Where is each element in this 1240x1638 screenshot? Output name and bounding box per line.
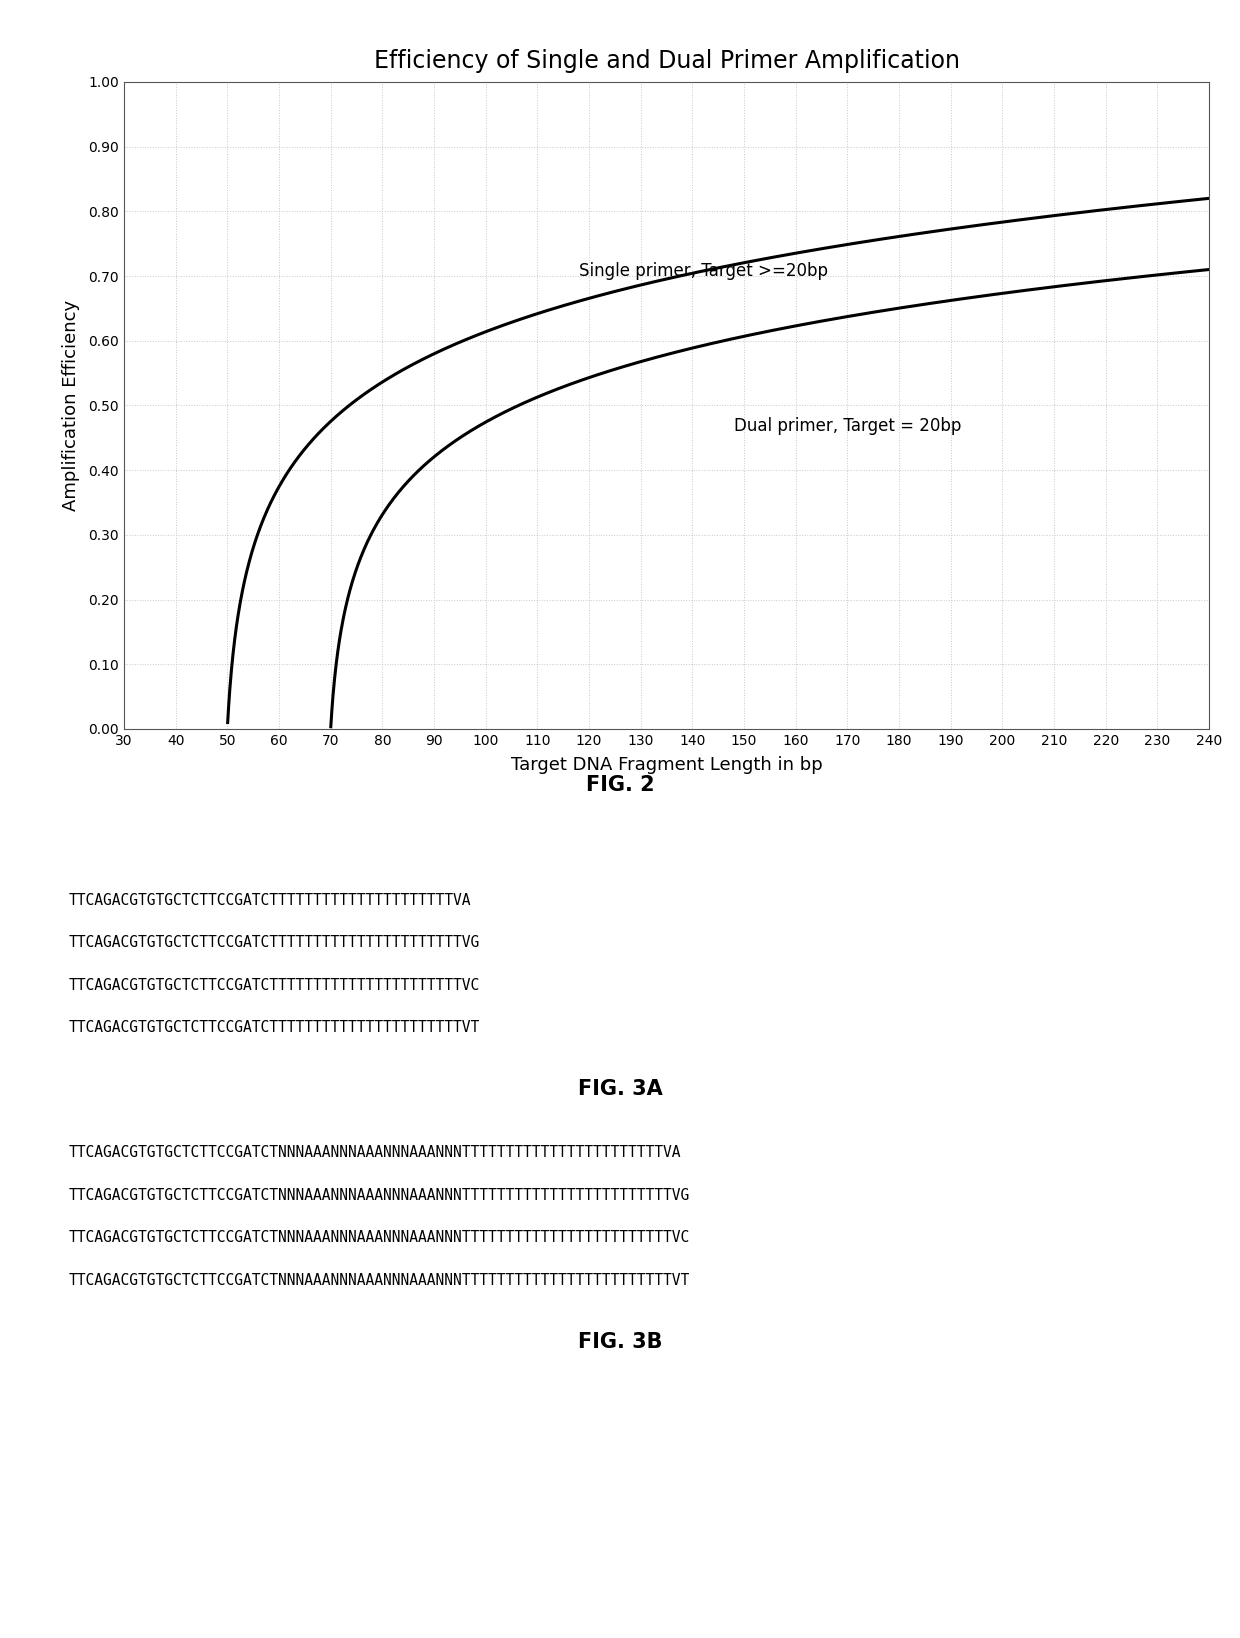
Text: FIG. 3A: FIG. 3A	[578, 1079, 662, 1099]
Text: TTCAGACGTGTGCTCTTCCGATCTNNNAAANNNAAANNNAAANNNTTTTTTTTTTTTTTTTTTTTTTTVA: TTCAGACGTGTGCTCTTCCGATCTNNNAAANNNAAANNNA…	[68, 1145, 681, 1160]
Text: TTCAGACGTGTGCTCTTCCGATCTNNNAAANNNAAANNNAAANNNTTTTTTTTTTTTTTTTTTTTTTTTVT: TTCAGACGTGTGCTCTTCCGATCTNNNAAANNNAAANNNA…	[68, 1273, 689, 1287]
Text: TTCAGACGTGTGCTCTTCCGATCTNNNAAANNNAAANNNAAANNNTTTTTTTTTTTTTTTTTTTTTTTTVC: TTCAGACGTGTGCTCTTCCGATCTNNNAAANNNAAANNNA…	[68, 1230, 689, 1245]
Y-axis label: Amplification Efficiency: Amplification Efficiency	[62, 300, 81, 511]
Text: TTCAGACGTGTGCTCTTCCGATCTTTTTTTTTTTTTTTTTTTTTTVT: TTCAGACGTGTGCTCTTCCGATCTTTTTTTTTTTTTTTTT…	[68, 1020, 480, 1035]
Text: FIG. 2: FIG. 2	[585, 775, 655, 794]
Text: TTCAGACGTGTGCTCTTCCGATCTTTTTTTTTTTTTTTTTTTTTTVC: TTCAGACGTGTGCTCTTCCGATCTTTTTTTTTTTTTTTTT…	[68, 978, 480, 993]
Text: TTCAGACGTGTGCTCTTCCGATCTTTTTTTTTTTTTTTTTTTTTVA: TTCAGACGTGTGCTCTTCCGATCTTTTTTTTTTTTTTTTT…	[68, 893, 471, 907]
Text: TTCAGACGTGTGCTCTTCCGATCTTTTTTTTTTTTTTTTTTTTTTVG: TTCAGACGTGTGCTCTTCCGATCTTTTTTTTTTTTTTTTT…	[68, 935, 480, 950]
Title: Efficiency of Single and Dual Primer Amplification: Efficiency of Single and Dual Primer Amp…	[373, 49, 960, 74]
Text: Single primer, Target >=20bp: Single primer, Target >=20bp	[579, 262, 827, 280]
Text: FIG. 3B: FIG. 3B	[578, 1332, 662, 1351]
Text: TTCAGACGTGTGCTCTTCCGATCTNNNAAANNNAAANNNAAANNNTTTTTTTTTTTTTTTTTTTTTTTTVG: TTCAGACGTGTGCTCTTCCGATCTNNNAAANNNAAANNNA…	[68, 1188, 689, 1202]
Text: Dual primer, Target = 20bp: Dual primer, Target = 20bp	[734, 418, 961, 436]
X-axis label: Target DNA Fragment Length in bp: Target DNA Fragment Length in bp	[511, 757, 822, 775]
